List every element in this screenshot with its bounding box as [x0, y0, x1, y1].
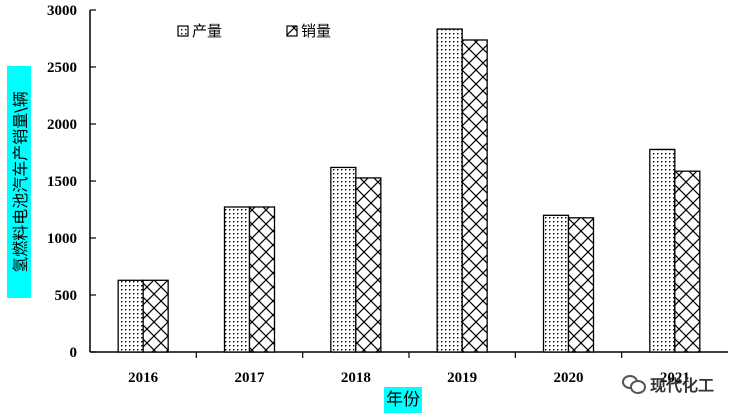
bar-sales [142, 279, 169, 353]
bar-sales [248, 206, 276, 353]
tick-labels: 0 500 1000 1500 2000 2500 3000 2016 2017 2018 2019… [47, 3, 690, 386]
x-tick-label: 2018 [341, 370, 371, 386]
y-tick-label: 1000 [47, 231, 77, 247]
bar-production [223, 206, 251, 353]
x-axis-label: 年份 [384, 387, 422, 413]
bar-production [436, 28, 463, 353]
bar-sales [674, 170, 701, 353]
bar-sales [355, 177, 382, 353]
y-axis-label: 氢燃料电池汽车产销量\辆 [11, 91, 30, 273]
bar-production [117, 279, 144, 353]
bar-production [330, 166, 357, 353]
y-tick-label: 0 [70, 345, 78, 361]
watermark-text: 现代化工 [650, 376, 715, 395]
x-tick-label: 2019 [447, 370, 477, 386]
legend-swatch-production [177, 25, 189, 37]
x-tick-label: 2017 [235, 370, 266, 386]
y-axis-label-background [7, 66, 31, 298]
bar-production [649, 148, 676, 353]
x-tick-label: 2020 [554, 370, 584, 386]
x-tick-label: 2016 [128, 370, 159, 386]
bar-production [542, 214, 570, 353]
x-tick-label: 2021 [660, 370, 690, 386]
y-tick-label: 1500 [47, 174, 77, 190]
bar-sales [567, 217, 595, 353]
legend-label: 销量 [301, 22, 331, 40]
y-tick-label: 2500 [47, 60, 77, 76]
bars [117, 28, 701, 353]
y-tick-label: 500 [55, 288, 78, 304]
y-tick-label: 2000 [47, 117, 77, 133]
watermark: 现代化工 [622, 372, 714, 396]
legend-swatch-sales [286, 25, 298, 37]
y-tick-label: 3000 [47, 3, 77, 19]
axes [89, 9, 728, 358]
bar-sales [461, 39, 488, 353]
wechat-icon [622, 375, 646, 394]
legend-label: 产量 [192, 22, 222, 40]
legend: 产量 销量 [177, 22, 331, 40]
